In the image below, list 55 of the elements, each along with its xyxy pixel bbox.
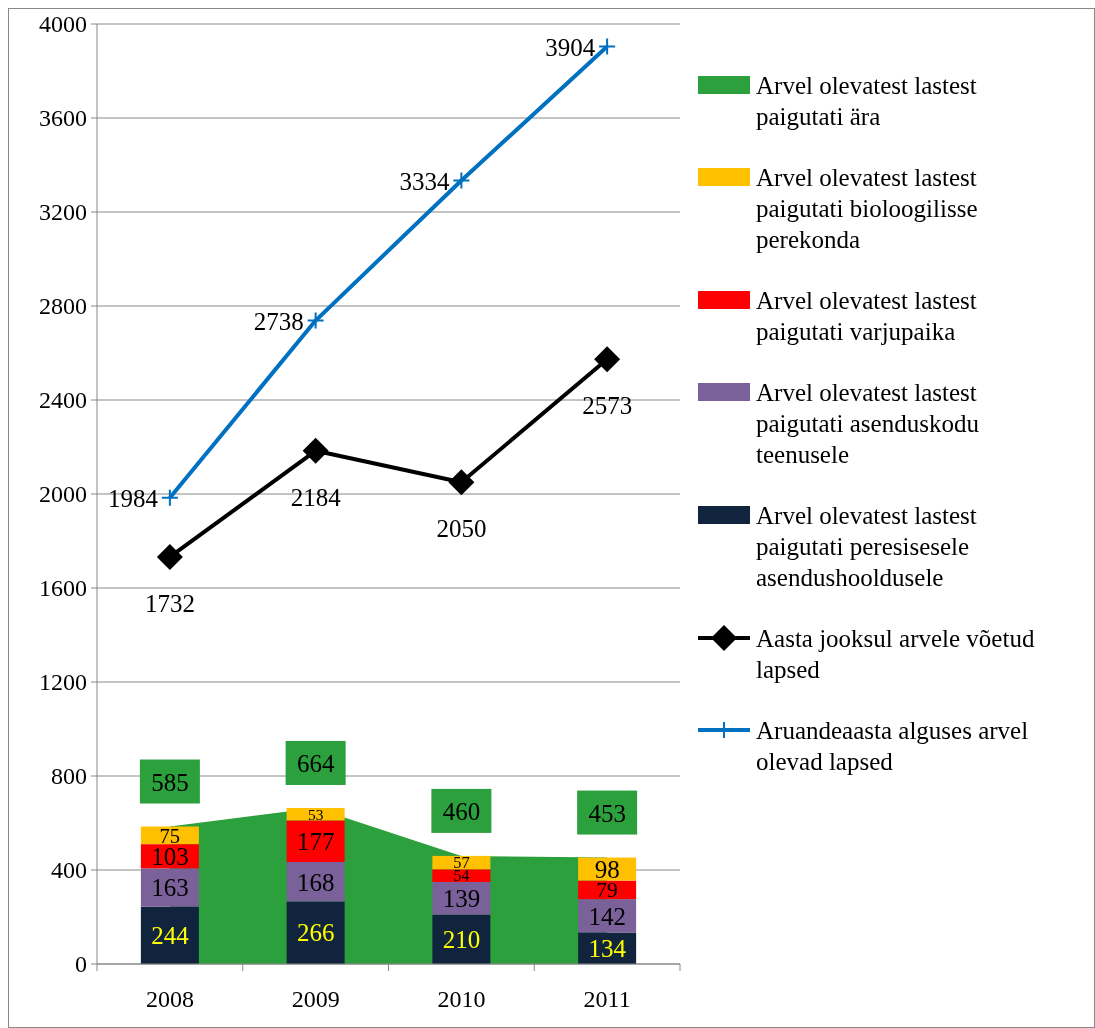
data-label: 244	[151, 922, 190, 950]
y-tick-label: 0	[75, 951, 87, 977]
data-label: 142	[588, 902, 626, 930]
data-label: 1984	[107, 484, 159, 512]
y-tick-label: 2800	[39, 293, 87, 319]
point	[448, 469, 475, 496]
bar	[286, 820, 345, 863]
point	[302, 437, 329, 464]
y-tick-label: 3600	[39, 105, 87, 131]
y-tick-label: 2000	[39, 481, 87, 507]
y-tick-label: 3200	[39, 199, 87, 225]
bar	[432, 869, 491, 882]
data-label: 2573	[582, 392, 633, 420]
data-label: 266	[296, 919, 335, 947]
data-label: 53	[307, 805, 324, 823]
y-tick-label: 800	[51, 763, 87, 789]
data-label: 3334	[399, 167, 450, 195]
data-label: 177	[296, 827, 335, 855]
data-label: 168	[296, 868, 335, 896]
data-label: 585	[151, 768, 189, 796]
data-label: 210	[442, 926, 481, 954]
data-label: 2050	[436, 515, 487, 543]
x-tick-label: 2009	[291, 986, 340, 1012]
point	[160, 488, 179, 507]
data-label: 460	[442, 797, 481, 825]
data-label: 453	[588, 799, 626, 827]
point	[598, 37, 617, 56]
data-label: 1732	[144, 589, 195, 617]
legend-label: Arvel olevatest lastest paigutati varjupaika	[756, 287, 977, 345]
x-tick-label: 2008	[145, 986, 194, 1012]
y-tick-label: 1200	[39, 669, 87, 695]
x-tick-label: 2010	[437, 986, 486, 1012]
data-label: 2184	[290, 483, 342, 511]
y-tick-label: 2400	[39, 387, 87, 413]
point	[594, 346, 621, 373]
legend-label: Arvel olevatest lastest paigutati ära	[756, 72, 977, 130]
legend-label: Arvel olevatest lastest paigutati bioloogilisse perekonda	[756, 164, 978, 253]
x-tick-label: 2011	[583, 986, 631, 1012]
y-tick-label: 1600	[39, 575, 87, 601]
data-label: 134	[588, 935, 627, 963]
data-label: 2738	[253, 307, 304, 335]
legend-label: Arvel olevatest lastest paigutati asenduskodu teenusele	[756, 379, 980, 468]
data-label: 139	[442, 885, 481, 913]
data-label: 3904	[545, 33, 596, 61]
legend-label: Aasta jooksul arvele võetud lapsed	[756, 625, 1035, 683]
data-label: 664	[296, 749, 335, 777]
y-tick-label: 4000	[39, 11, 87, 37]
y-tick-label: 400	[51, 857, 87, 883]
data-label: 163	[151, 874, 189, 902]
point	[452, 171, 471, 190]
legend-label: Arvel olevatest lastest paigutati peresisesele asendushooldusele	[756, 502, 977, 591]
point	[156, 543, 183, 570]
bar	[286, 901, 345, 964]
point	[306, 311, 325, 330]
legend-label: Aruandeaasta alguses arvel olevad lapsed	[756, 717, 1029, 775]
